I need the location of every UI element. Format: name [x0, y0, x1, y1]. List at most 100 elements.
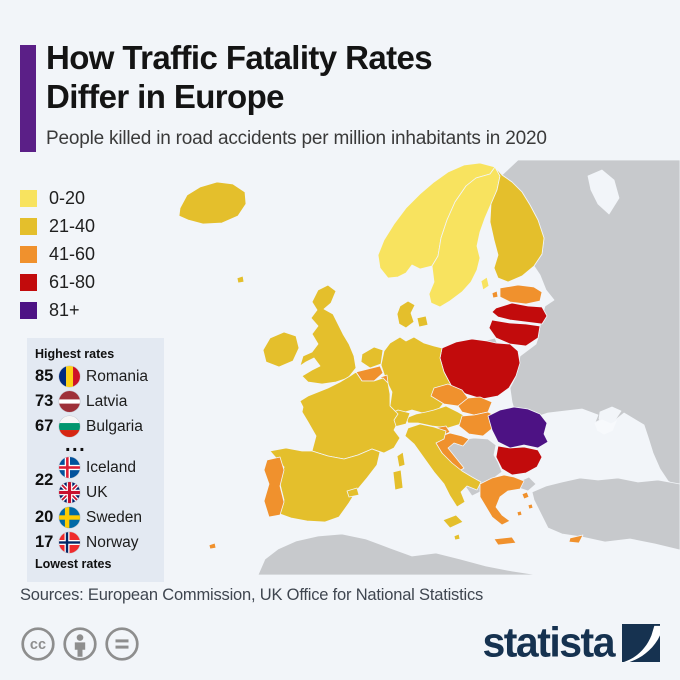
map-region-crimea: [593, 418, 619, 436]
legend-swatch: [20, 301, 37, 319]
map-region-estonia-islands: [491, 290, 499, 299]
page-subtitle: People killed in road accidents per mill…: [46, 128, 547, 149]
map-region-italy: [404, 423, 482, 508]
europe-choropleth-map: [178, 160, 680, 575]
map-region-lithuania: [488, 319, 541, 347]
map-region-gotland: [480, 276, 490, 291]
statista-wordmark: statista: [482, 618, 615, 666]
legend-swatch: [20, 189, 37, 207]
svg-text:cc: cc: [30, 637, 46, 653]
statista-logo: statista: [482, 619, 660, 666]
rate-value: 17: [35, 533, 54, 551]
map-region-turkey: [531, 477, 680, 551]
flag-latvia-icon: [59, 391, 80, 412]
rate-country-label: Norway: [86, 533, 139, 551]
map-legend: 0-20 21-40 41-60 61-80 81+: [20, 184, 95, 324]
map-region-finland: [489, 166, 545, 283]
map-region-aegean-1: [521, 491, 530, 500]
rate-row-norway: 17 Norway: [35, 530, 156, 555]
map-region-spain: [269, 447, 381, 523]
rates-box: Highest rates 85 Romania 73 Latvia 67 Bulgaria…: [27, 338, 164, 582]
title-accent-bar: [20, 45, 36, 152]
map-region-portugal: [263, 456, 285, 518]
rate-country-label: Romania: [86, 367, 149, 385]
map-region-denmark: [396, 300, 416, 329]
legend-swatch: [20, 273, 37, 291]
map-region-aegean-3: [516, 510, 523, 517]
legend-label: 81+: [49, 299, 80, 320]
map-region-estonia: [499, 284, 543, 305]
map-region-crete: [493, 536, 517, 546]
rate-subrow-iceland: Iceland: [59, 455, 136, 480]
map-region-denmark-islands: [416, 315, 429, 328]
cc-equal-icon: [105, 627, 139, 661]
rate-value: 22: [35, 470, 54, 489]
map-region-white-sea: [587, 169, 620, 215]
map-region-faroe: [236, 275, 245, 284]
map-region-balearics: [346, 487, 360, 498]
legend-item-21-40: 21-40: [20, 212, 95, 240]
rate-value: 67: [35, 417, 54, 435]
map-region-aegean-2: [527, 503, 534, 510]
map-region-sicily: [442, 514, 464, 529]
page-title-line1: How Traffic Fatality Rates: [46, 39, 433, 76]
sources-note: Sources: European Commission, UK Office …: [20, 586, 484, 604]
map-region-greece: [479, 474, 525, 526]
legend-item-41-60: 41-60: [20, 240, 95, 268]
statista-logo-mark-icon: [622, 623, 660, 662]
legend-swatch: [20, 217, 37, 235]
legend-label: 41-60: [49, 243, 96, 264]
rates-box-header: Lowest rates: [35, 557, 112, 571]
map-region-corsica: [396, 451, 406, 468]
legend-item-81+: 81+: [20, 296, 95, 324]
rates-ellipsis: ...: [65, 434, 87, 456]
map-region-bulgaria: [495, 445, 543, 476]
page-title: How Traffic Fatality Rates Differ in Eur…: [46, 38, 433, 116]
legend-item-61-80: 61-80: [20, 268, 95, 296]
rates-box-header: Highest rates: [35, 347, 115, 361]
rate-value: 73: [35, 392, 54, 410]
map-region-iceland: [178, 181, 247, 225]
map-region-france: [299, 371, 401, 460]
rate-country-label: Iceland: [86, 458, 136, 476]
legend-item-0-20: 0-20: [20, 184, 95, 212]
rate-country-label: Bulgaria: [86, 417, 143, 435]
rate-value: 85: [35, 367, 54, 385]
rate-row-latvia: 73 Latvia: [35, 389, 156, 414]
map-region-madeira: [208, 542, 217, 550]
map-region-romania: [487, 406, 549, 449]
cc-license-icons: cc: [20, 626, 140, 662]
rate-row-shared-22: 22 Iceland UK: [35, 455, 156, 505]
flag-romania-icon: [59, 366, 80, 387]
cc-attribution-icon: [63, 627, 97, 661]
map-region-netherlands: [360, 346, 384, 369]
page-title-line2: Differ in Europe: [46, 78, 285, 115]
flag-norway-icon: [59, 532, 80, 553]
map-region-latvia: [491, 302, 548, 325]
legend-label: 21-40: [49, 215, 96, 236]
rate-country-label: UK: [86, 483, 108, 501]
map-region-ireland: [262, 331, 300, 368]
rate-row-bulgaria: 67 Bulgaria: [35, 414, 156, 439]
map-region-slovakia: [457, 396, 493, 416]
map-region-malta: [453, 533, 461, 541]
map-region-uk: [299, 284, 357, 385]
map-region-sardinia: [392, 469, 404, 491]
rate-value: 20: [35, 508, 54, 526]
map-region-cyprus: [568, 534, 584, 544]
cc-icon: cc: [21, 627, 55, 661]
legend-label: 61-80: [49, 271, 96, 292]
flag-bulgaria-icon: [59, 416, 80, 437]
rate-country-label: Sweden: [86, 508, 143, 526]
rate-country-label: Latvia: [86, 392, 128, 410]
map-region-north-africa: [257, 533, 539, 575]
flag-sweden-icon: [59, 507, 80, 528]
legend-label: 0-20: [49, 187, 86, 208]
rate-row-sweden: 20 Sweden: [35, 505, 156, 530]
legend-swatch: [20, 245, 37, 263]
rate-row-romania: 85 Romania: [35, 364, 156, 389]
flag-uk-icon: [59, 482, 80, 503]
rate-subrow-uk: UK: [59, 480, 136, 505]
flag-iceland-icon: [59, 457, 80, 478]
